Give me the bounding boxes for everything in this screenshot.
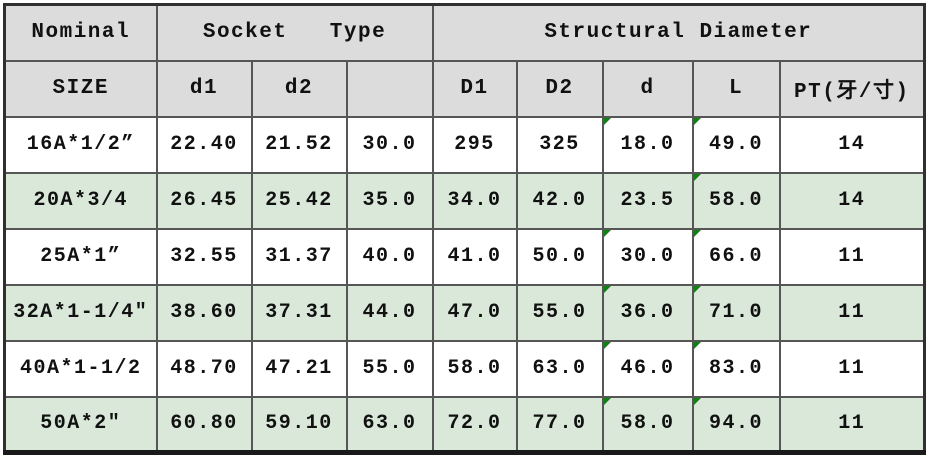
header-columns-row: SIZE d1 d2 D1 D2 d L PT(牙/寸) bbox=[3, 59, 926, 118]
header-group-row: Nominal Socket Type Structural Diameter bbox=[3, 3, 926, 62]
green-corner-marker-icon bbox=[604, 342, 613, 350]
cell-D2: 325 bbox=[515, 115, 604, 174]
green-corner-marker-icon bbox=[604, 398, 613, 406]
green-corner-marker-icon bbox=[694, 230, 703, 238]
cell-d2: 59.10 bbox=[250, 395, 348, 454]
cell-size: 50A*2″ bbox=[3, 395, 158, 454]
cell-L: 71.0 bbox=[691, 283, 781, 342]
green-corner-marker-icon bbox=[604, 118, 613, 126]
col-header-d1-lower: d1 bbox=[155, 59, 253, 118]
cell-d1: 32.55 bbox=[155, 227, 253, 286]
col-header-blank bbox=[345, 59, 434, 118]
cell-pt: 11 bbox=[778, 227, 926, 286]
cell-D2: 77.0 bbox=[515, 395, 604, 454]
table-row: 40A*1-1/2 48.70 47.21 55.0 58.0 63.0 46.… bbox=[3, 339, 926, 398]
col-header-pt-thread: PT(牙/寸) bbox=[778, 59, 926, 118]
cell-d2: 21.52 bbox=[250, 115, 348, 174]
cell-d: 58.0 bbox=[601, 395, 694, 454]
cell-size: 40A*1-1/2 bbox=[3, 339, 158, 398]
green-corner-marker-icon bbox=[694, 174, 703, 182]
cell-D1: 34.0 bbox=[431, 171, 518, 230]
cell-d2: 25.42 bbox=[250, 171, 348, 230]
cell-D1: 72.0 bbox=[431, 395, 518, 454]
cell-D1: 41.0 bbox=[431, 227, 518, 286]
green-corner-marker-icon bbox=[694, 118, 703, 126]
cell-d1: 48.70 bbox=[155, 339, 253, 398]
cell-size: 32A*1-1/4″ bbox=[3, 283, 158, 342]
green-corner-marker-icon bbox=[604, 286, 613, 294]
table-row: 16A*1/2” 22.40 21.52 30.0 295 325 18.0 4… bbox=[3, 115, 926, 174]
cell-socket-extra: 30.0 bbox=[345, 115, 434, 174]
table-row: 32A*1-1/4″ 38.60 37.31 44.0 47.0 55.0 36… bbox=[3, 283, 926, 342]
cell-D2: 50.0 bbox=[515, 227, 604, 286]
cell-d: 30.0 bbox=[601, 227, 694, 286]
socket-spec-table: Nominal Socket Type Structural Diameter … bbox=[3, 3, 926, 455]
cell-pt: 11 bbox=[778, 283, 926, 342]
cell-L: 83.0 bbox=[691, 339, 781, 398]
table-row: 20A*3/4 26.45 25.42 35.0 34.0 42.0 23.5 … bbox=[3, 171, 926, 230]
col-header-D1: D1 bbox=[431, 59, 518, 118]
table-body: 16A*1/2” 22.40 21.52 30.0 295 325 18.0 4… bbox=[3, 115, 926, 454]
cell-D1: 47.0 bbox=[431, 283, 518, 342]
cell-socket-extra: 40.0 bbox=[345, 227, 434, 286]
cell-size: 16A*1/2” bbox=[3, 115, 158, 174]
cell-d: 36.0 bbox=[601, 283, 694, 342]
table-header: Nominal Socket Type Structural Diameter … bbox=[3, 3, 926, 118]
cell-d1: 26.45 bbox=[155, 171, 253, 230]
cell-socket-extra: 44.0 bbox=[345, 283, 434, 342]
green-corner-marker-icon bbox=[604, 230, 613, 238]
green-corner-marker-icon bbox=[694, 398, 703, 406]
cell-d2: 47.21 bbox=[250, 339, 348, 398]
cell-d: 23.5 bbox=[601, 171, 694, 230]
cell-L: 66.0 bbox=[691, 227, 781, 286]
cell-size: 25A*1” bbox=[3, 227, 158, 286]
cell-d1: 60.80 bbox=[155, 395, 253, 454]
cell-pt: 14 bbox=[778, 171, 926, 230]
cell-socket-extra: 35.0 bbox=[345, 171, 434, 230]
header-nominal: Nominal bbox=[3, 3, 158, 62]
cell-L: 94.0 bbox=[691, 395, 781, 454]
cell-D2: 55.0 bbox=[515, 283, 604, 342]
cell-D1: 295 bbox=[431, 115, 518, 174]
cell-size: 20A*3/4 bbox=[3, 171, 158, 230]
cell-d: 46.0 bbox=[601, 339, 694, 398]
header-structural-diameter: Structural Diameter bbox=[431, 3, 926, 62]
cell-pt: 11 bbox=[778, 395, 926, 454]
table-row: 50A*2″ 60.80 59.10 63.0 72.0 77.0 58.0 9… bbox=[3, 395, 926, 454]
cell-d1: 22.40 bbox=[155, 115, 253, 174]
cell-d2: 37.31 bbox=[250, 283, 348, 342]
col-header-size: SIZE bbox=[3, 59, 158, 118]
col-header-d: d bbox=[601, 59, 694, 118]
table-row: 25A*1” 32.55 31.37 40.0 41.0 50.0 30.0 6… bbox=[3, 227, 926, 286]
cell-D1: 58.0 bbox=[431, 339, 518, 398]
cell-d1: 38.60 bbox=[155, 283, 253, 342]
green-corner-marker-icon bbox=[694, 286, 703, 294]
green-corner-marker-icon bbox=[694, 342, 703, 350]
cell-pt: 14 bbox=[778, 115, 926, 174]
cell-D2: 42.0 bbox=[515, 171, 604, 230]
cell-pt: 11 bbox=[778, 339, 926, 398]
col-header-L: L bbox=[691, 59, 781, 118]
cell-socket-extra: 63.0 bbox=[345, 395, 434, 454]
cell-d: 18.0 bbox=[601, 115, 694, 174]
cell-d2: 31.37 bbox=[250, 227, 348, 286]
cell-L: 58.0 bbox=[691, 171, 781, 230]
cell-L: 49.0 bbox=[691, 115, 781, 174]
header-socket-type: Socket Type bbox=[155, 3, 434, 62]
cell-D2: 63.0 bbox=[515, 339, 604, 398]
col-header-d2-lower: d2 bbox=[250, 59, 348, 118]
col-header-D2: D2 bbox=[515, 59, 604, 118]
cell-socket-extra: 55.0 bbox=[345, 339, 434, 398]
